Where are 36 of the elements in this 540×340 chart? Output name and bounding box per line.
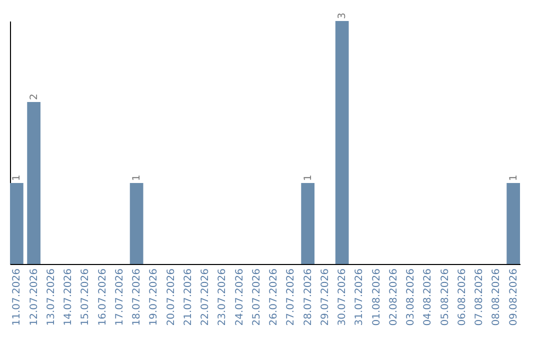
x-tick-label: 21.07.2026 bbox=[182, 268, 194, 326]
x-tick-label: 05.08.2026 bbox=[440, 268, 451, 326]
x-tick-label: 27.07.2026 bbox=[286, 268, 297, 326]
data-label: 1 bbox=[302, 174, 314, 181]
x-tick-label: 06.08.2026 bbox=[456, 268, 468, 326]
x-tick-label: 11.07.2026 bbox=[12, 268, 23, 326]
data-label: 2 bbox=[28, 94, 40, 100]
x-tick-label: 01.08.2026 bbox=[371, 268, 382, 326]
x-tick-label: 31.07.2026 bbox=[354, 268, 366, 326]
x-tick-label: 07.08.2026 bbox=[474, 268, 486, 326]
data-label: 1 bbox=[508, 174, 520, 181]
x-tick-label: 17.07.2026 bbox=[114, 268, 126, 326]
x-tick-label: 04.08.2026 bbox=[422, 268, 434, 326]
x-tick-label: 16.07.2026 bbox=[97, 268, 108, 326]
x-tick-label: 15.07.2026 bbox=[80, 268, 92, 326]
x-tick-label: 29.07.2026 bbox=[320, 268, 331, 326]
x-tick-label: 09.08.2026 bbox=[508, 268, 520, 326]
x-tick-label: 25.07.2026 bbox=[251, 268, 262, 326]
data-label: 1 bbox=[12, 174, 23, 181]
x-tick-label: 02.08.2026 bbox=[388, 268, 400, 326]
x-tick-label: 03.08.2026 bbox=[406, 268, 417, 326]
x-tick-label: 24.07.2026 bbox=[234, 268, 246, 326]
x-tick-label: 14.07.2026 bbox=[63, 268, 74, 326]
x-tick-label: 08.08.2026 bbox=[491, 268, 502, 326]
data-label: 1 bbox=[132, 174, 143, 181]
x-tick-label: 26.07.2026 bbox=[268, 268, 280, 326]
x-tick-label: 18.07.2026 bbox=[132, 268, 143, 326]
x-tick-label: 23.07.2026 bbox=[217, 268, 228, 326]
x-tick-label: 30.07.2026 bbox=[337, 268, 348, 326]
x-tick-label: 28.07.2026 bbox=[302, 268, 314, 326]
x-tick-label: 19.07.2026 bbox=[148, 268, 160, 326]
x-tick-label: 13.07.2026 bbox=[46, 268, 57, 326]
data-label: 3 bbox=[337, 12, 348, 19]
x-tick-label: 22.07.2026 bbox=[200, 268, 212, 326]
x-tick-label: 12.07.2026 bbox=[28, 268, 40, 326]
x-tick-label: 20.07.2026 bbox=[166, 268, 177, 326]
